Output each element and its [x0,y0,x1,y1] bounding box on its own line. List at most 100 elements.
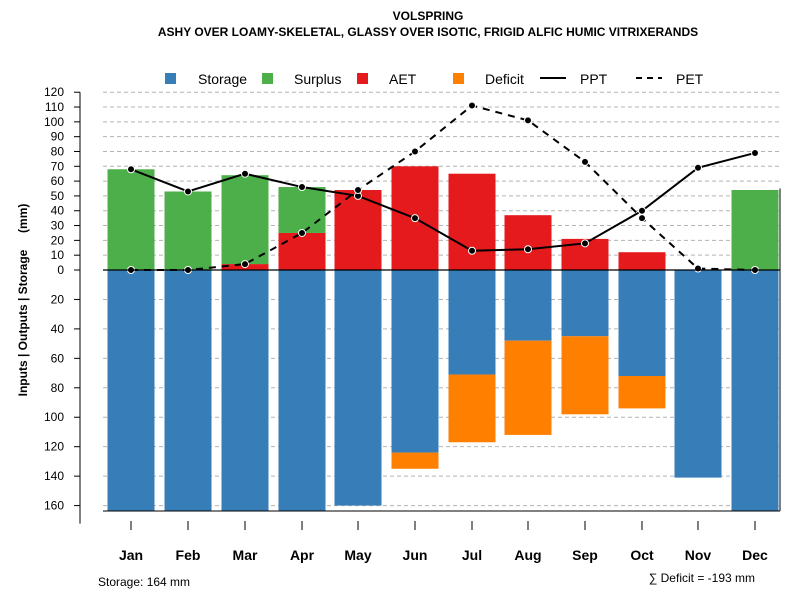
ppt-point [751,148,759,157]
deficit-bar [561,336,609,415]
legend-deficit-label: Deficit [485,71,524,87]
axes: 1201101009080706050403020100204060801001… [44,85,781,563]
storage-bar [164,270,212,512]
pet-point [581,157,589,166]
aet-bar [278,232,326,270]
legend-pet-label: PET [676,71,704,87]
y-tick-label: 30 [51,219,65,233]
pet-point [638,214,646,223]
y-tick-label: 100 [44,410,64,424]
legend-storage-swatch [165,73,176,84]
storage-bar [561,270,609,337]
y-axis-label: Inputs | Outputs | Storage (mm) [16,204,30,397]
ppt-point [524,245,532,254]
y-tick-label: 0 [57,263,64,277]
deficit-bar [391,452,439,469]
y-tick-label: 120 [44,440,64,454]
x-tick-label: Jul [462,547,482,563]
y-tick-label: 160 [44,499,64,513]
aet-bar [448,173,496,270]
x-tick-label: Jan [119,547,143,563]
ppt-point [468,246,476,255]
legend-aet-swatch [357,73,368,84]
x-tick-label: May [344,547,371,563]
storage-bar [448,270,496,375]
y-tick-label: 90 [51,130,65,144]
storage-bar [731,270,779,512]
x-tick-label: Sep [572,547,598,563]
ppt-point [184,187,192,196]
storage-bar [334,270,382,506]
y-tick-label: 60 [51,351,65,365]
storage-bar [221,270,269,512]
y-tick-label: 80 [51,381,65,395]
pet-point [694,264,702,273]
pet-point [298,228,306,237]
y-tick-label: 70 [51,159,65,173]
x-tick-label: Apr [290,547,315,563]
legend-surplus-swatch [262,73,273,84]
y-tick-label: 50 [51,189,65,203]
x-tick-label: Feb [176,547,201,563]
ppt-point [694,163,702,172]
chart-subtitle: ASHY OVER LOAMY-SKELETAL, GLASSY OVER IS… [158,25,698,39]
deficit-bar [618,376,666,409]
storage-bar [278,270,326,512]
y-tick-label: 100 [44,115,64,129]
y-tick-label: 110 [45,100,64,114]
aet-bar [334,190,382,270]
pet-point [468,101,476,110]
ppt-point [298,183,306,192]
y-tick-label: 20 [51,292,65,306]
surplus-bar [164,191,212,270]
surplus-bar [107,169,155,270]
x-tick-label: Mar [233,547,258,563]
y-tick-label: 80 [51,144,65,158]
gridlines [103,91,780,507]
deficit-bar [504,340,552,435]
storage-bar [618,270,666,377]
pet-point [241,260,249,269]
legend-storage-label: Storage [198,71,247,87]
x-tick-label: Aug [514,547,541,563]
storage-bar [107,270,155,512]
y-tick-label: 40 [51,322,65,336]
chart-title: VOLSPRING [393,9,464,23]
ppt-line [130,151,756,252]
ppt-point [638,206,646,215]
legend: Storage Surplus AET Deficit PPT PET [165,71,704,87]
pet-point [524,116,532,125]
aet-bar [618,252,666,270]
x-tick-label: Jun [403,547,428,563]
y-tick-label: 20 [51,233,65,247]
ppt-point [241,169,249,178]
y-tick-label: 60 [51,174,65,188]
y-tick-label: 10 [51,248,65,262]
deficit-bar [448,374,496,443]
y-tick-label: 120 [44,85,64,99]
storage-bar [391,270,439,453]
y-tick-label: 140 [44,469,64,483]
legend-ppt-label: PPT [580,71,608,87]
y-tick-label: 40 [51,204,65,218]
surplus-bar [221,175,269,265]
pet-point [411,147,419,156]
storage-bar [674,270,722,478]
legend-surplus-label: Surplus [294,71,341,87]
surplus-bar [278,187,326,233]
deficit-total-label: ∑ Deficit = -193 mm [649,571,755,585]
bars [107,166,779,512]
ppt-point [581,239,589,248]
legend-deficit-swatch [453,73,464,84]
aet-bar [504,215,552,270]
pet-line [131,104,756,271]
surplus-bar [731,190,779,270]
ppt-point [127,165,135,174]
x-tick-label: Nov [685,547,712,563]
legend-aet-label: AET [389,71,417,87]
x-tick-label: Oct [630,547,654,563]
x-tick-label: Dec [742,547,768,563]
storage-bar [504,270,552,341]
pet-point [354,186,362,194]
